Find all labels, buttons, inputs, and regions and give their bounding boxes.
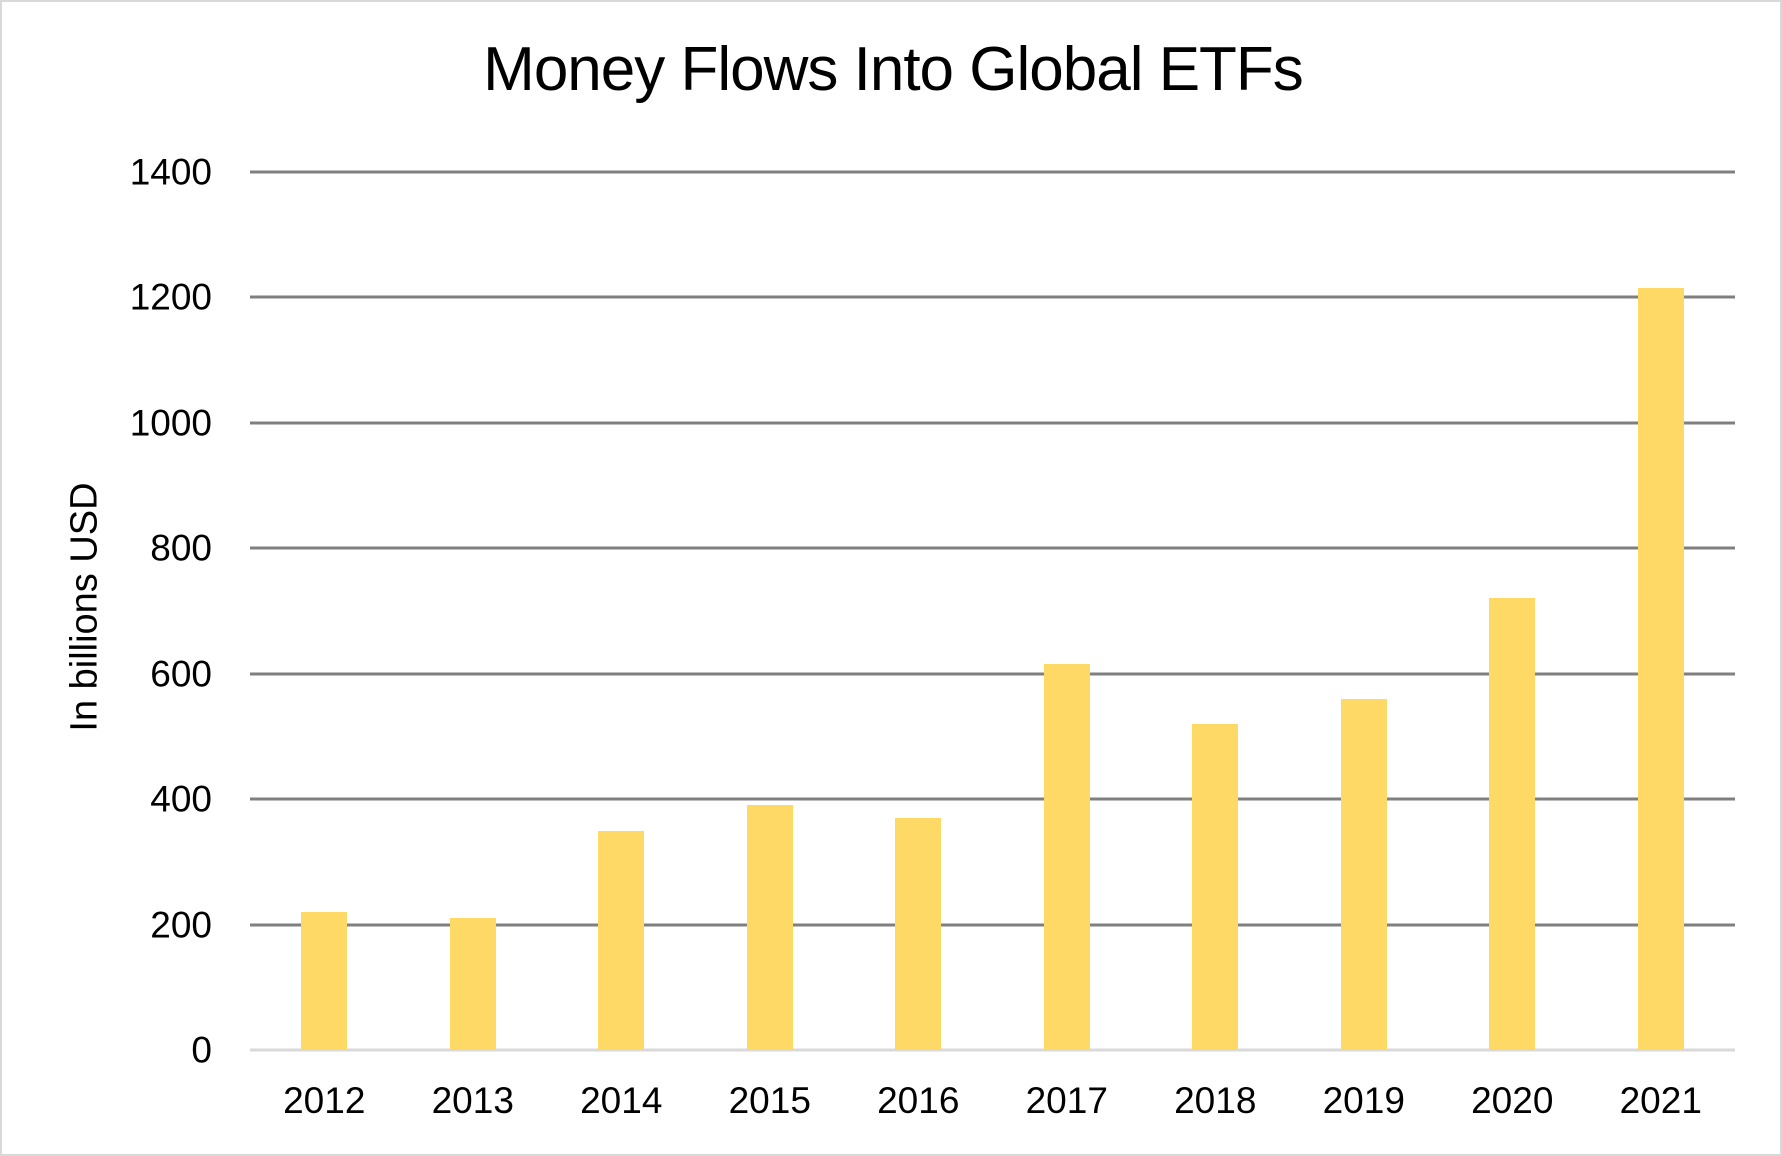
- bar-2012: [301, 912, 348, 1050]
- y-tick-label-200: 200: [150, 904, 212, 946]
- bar-2014: [598, 830, 645, 1050]
- gridline-1000: [250, 421, 1735, 425]
- x-tick-label-2012: 2012: [283, 1080, 366, 1121]
- bar-2017: [1043, 664, 1090, 1050]
- x-tick-label-2018: 2018: [1174, 1080, 1257, 1121]
- bar-2015: [746, 805, 793, 1050]
- x-tick-label-2016: 2016: [877, 1080, 960, 1121]
- gridline-600: [250, 672, 1735, 676]
- y-axis-tick-labels: 0 200 400 600 800 1000 1200 1400: [2, 154, 212, 1069]
- gridline-400: [250, 797, 1735, 801]
- bar-2021: [1637, 288, 1684, 1050]
- bar-2019: [1340, 698, 1387, 1050]
- bar-2020: [1489, 598, 1536, 1050]
- gridline-1400: [250, 170, 1735, 174]
- y-tick-label-1400: 1400: [129, 151, 212, 193]
- y-tick-label-1200: 1200: [129, 276, 212, 318]
- x-tick-label-2019: 2019: [1322, 1080, 1405, 1121]
- chart-title: Money Flows Into Global ETFs: [483, 35, 1304, 104]
- y-tick-label-800: 800: [150, 527, 212, 569]
- y-tick-label-1000: 1000: [129, 402, 212, 444]
- bar-2018: [1192, 723, 1239, 1050]
- gridline-800: [250, 546, 1735, 550]
- y-tick-label-600: 600: [150, 653, 212, 695]
- bar-2016: [895, 817, 942, 1050]
- x-tick-label-2021: 2021: [1619, 1080, 1702, 1121]
- y-tick-label-0: 0: [191, 1029, 212, 1071]
- x-tick-label-2020: 2020: [1471, 1080, 1554, 1121]
- y-tick-label-400: 400: [150, 778, 212, 820]
- x-axis-line: [250, 1048, 1735, 1052]
- plot-area: [250, 170, 1735, 1052]
- x-tick-label-2013: 2013: [431, 1080, 514, 1121]
- gridline-200: [250, 923, 1735, 927]
- x-tick-label-2017: 2017: [1025, 1080, 1108, 1121]
- gridline-1200: [250, 295, 1735, 299]
- x-axis-tick-labels: 2012 2013 2014 2015 2016 2017 2018 2019 2020 2021: [250, 1082, 1735, 1132]
- x-tick-label-2015: 2015: [728, 1080, 811, 1121]
- bar-2013: [449, 918, 496, 1050]
- x-tick-label-2014: 2014: [580, 1080, 663, 1121]
